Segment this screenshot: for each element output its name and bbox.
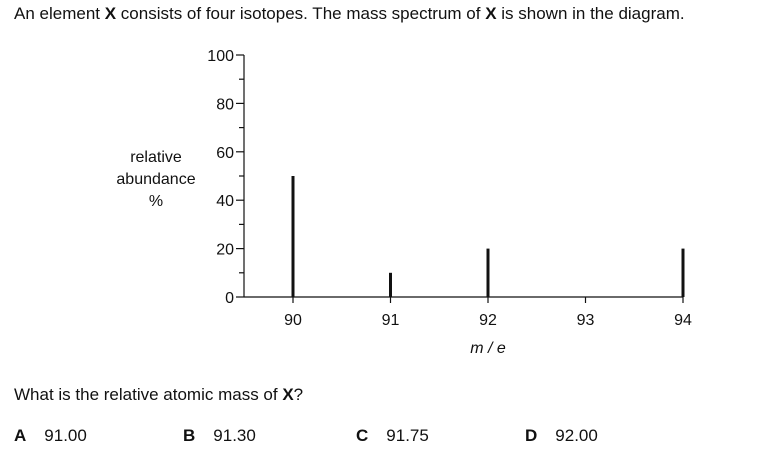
option-d[interactable]: D 92.00	[525, 426, 598, 446]
element-symbol: X	[104, 4, 117, 23]
prompt-end: ?	[293, 385, 304, 404]
question-text: An element X consists of four isotopes. …	[14, 4, 685, 24]
x-tick-label: 90	[284, 312, 302, 329]
x-axis-ticks: 90 91 92 93 94	[284, 297, 692, 329]
x-tick-label: 92	[479, 312, 497, 329]
x-tick-label: 93	[577, 312, 595, 329]
question-part1: An element	[14, 4, 105, 23]
option-letter: D	[525, 426, 538, 445]
option-letter: A	[14, 426, 27, 445]
y-tick-label: 100	[207, 48, 234, 65]
question-part3: is shown in the diagram.	[496, 4, 685, 23]
element-symbol: X	[485, 4, 497, 23]
y-axis-label-line: abundance	[116, 171, 196, 188]
y-axis-label-line: %	[148, 193, 164, 210]
option-b[interactable]: B 91.30	[183, 426, 256, 446]
option-c[interactable]: C 91.75	[356, 426, 429, 446]
x-tick-label: 91	[382, 312, 400, 329]
x-tick-label: 94	[674, 312, 692, 329]
option-value: 91.75	[386, 426, 429, 445]
y-tick-label: 40	[216, 193, 234, 210]
element-symbol: X	[282, 385, 294, 404]
y-axis-label-line: relative	[130, 149, 182, 166]
option-value: 92.00	[555, 426, 598, 445]
option-letter: B	[183, 426, 196, 445]
option-value: 91.30	[213, 426, 256, 445]
chart-axes	[243, 55, 683, 298]
y-tick-label: 20	[216, 242, 234, 259]
x-axis-label: m / e	[470, 340, 506, 357]
y-axis-label: relative abundance %	[104, 147, 208, 213]
prompt-text: What is the relative atomic mass of	[14, 385, 283, 404]
option-a[interactable]: A 91.00	[14, 426, 87, 446]
y-tick-label: 60	[216, 145, 234, 162]
mass-spectrum-chart: 0 20 40 60 80 100 90 91 92 93 94	[207, 48, 692, 329]
y-tick-label: 0	[225, 290, 234, 307]
question-part2: consists of four isotopes. The mass spec…	[116, 4, 486, 23]
question-prompt: What is the relative atomic mass of X?	[14, 385, 303, 405]
option-letter: C	[356, 426, 369, 445]
y-tick-label: 80	[216, 96, 234, 113]
option-value: 91.00	[44, 426, 87, 445]
spectrum-peaks	[291, 176, 685, 297]
y-axis-ticks: 0 20 40 60 80 100	[207, 48, 244, 307]
